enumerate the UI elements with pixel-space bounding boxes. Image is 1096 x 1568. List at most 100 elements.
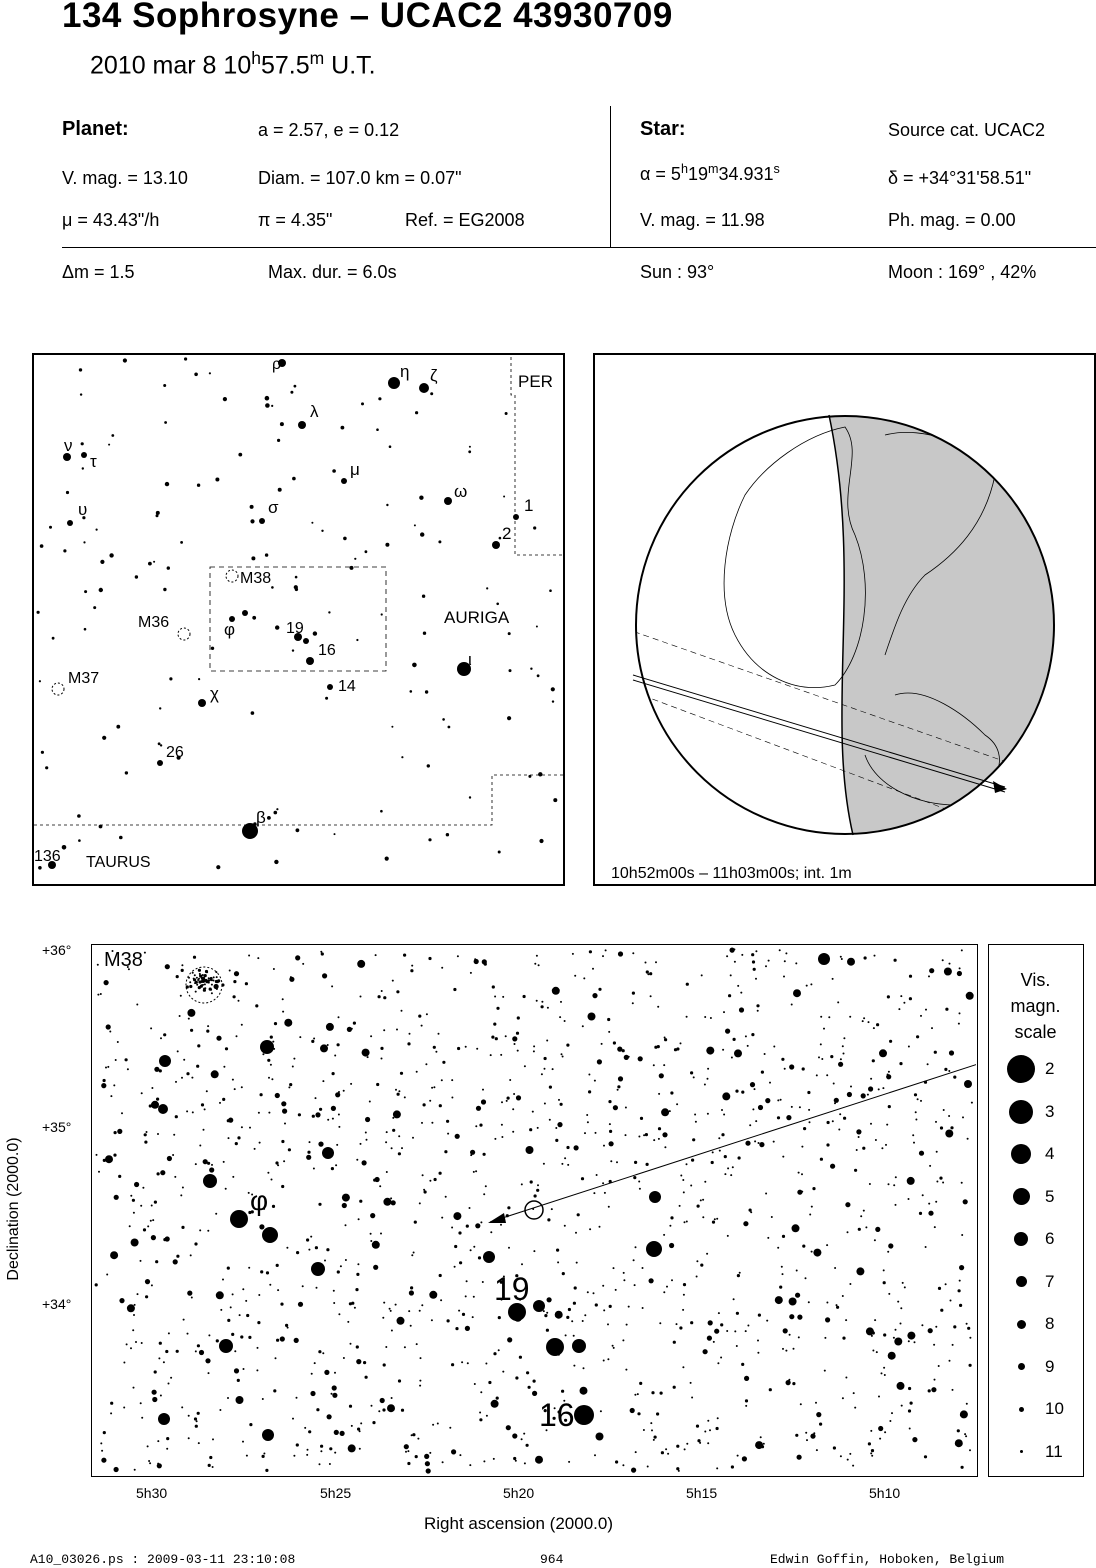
field-star [586, 1114, 589, 1116]
field-star [953, 1325, 957, 1329]
field-star [695, 1275, 698, 1278]
field-star [545, 1328, 549, 1332]
field-star [385, 1346, 388, 1348]
field-star [269, 1063, 272, 1066]
field-star [706, 1077, 709, 1080]
field-star [293, 1337, 299, 1343]
finder-star-7 [341, 478, 347, 484]
field-star [265, 1271, 270, 1275]
field-star [933, 1226, 936, 1229]
field-star [308, 1248, 311, 1251]
field-star [464, 1325, 470, 1331]
field-star [410, 1286, 414, 1290]
field-star [373, 1178, 377, 1182]
footer-author: Edwin Goffin, Hoboken, Belgium [770, 1552, 1005, 1567]
field-star [119, 1298, 125, 1304]
field-star [212, 1438, 214, 1441]
field-star [475, 1125, 478, 1128]
finder-field-star [312, 631, 318, 636]
field-star [760, 1070, 765, 1074]
field-star [238, 1314, 241, 1317]
field-star [257, 1111, 260, 1114]
m38-cluster-star [208, 979, 211, 982]
field-star [286, 1246, 289, 1249]
field-star [181, 1076, 183, 1079]
field-star [421, 1304, 424, 1307]
field-star [475, 1170, 478, 1173]
legend-label: 7 [1045, 1271, 1055, 1291]
field-star [370, 1213, 376, 1219]
field-star [180, 968, 184, 972]
field-star [927, 1328, 933, 1334]
field-star [358, 1447, 361, 1450]
field-star [543, 1409, 547, 1413]
field-star [641, 1307, 644, 1309]
field-star [318, 1463, 321, 1466]
finder-field-star [63, 549, 67, 553]
field-star [548, 1118, 551, 1121]
field-star [95, 1153, 98, 1156]
field-star [726, 1092, 729, 1095]
field-star [101, 1449, 104, 1452]
field-star [638, 1135, 641, 1138]
field-star [96, 963, 99, 966]
field-star [200, 1103, 205, 1107]
field-star [526, 1371, 530, 1375]
field-star [878, 1425, 884, 1432]
event-moon: Moon : 169° , 42% [888, 262, 1037, 282]
finder-field-star [294, 575, 298, 579]
field-star [525, 1443, 529, 1447]
field-star [584, 1132, 586, 1135]
field-star [604, 949, 607, 952]
field-star [699, 1199, 702, 1202]
field-star [350, 1082, 353, 1085]
field-star [187, 1437, 190, 1440]
field-star [346, 1026, 352, 1032]
field-star [948, 1115, 951, 1117]
finder-field-star [194, 372, 198, 377]
field-star [740, 991, 743, 994]
field-star [842, 1336, 846, 1340]
field-star [909, 1401, 913, 1405]
field-star [710, 1160, 714, 1165]
field-star [559, 1102, 563, 1106]
field-star [798, 1106, 801, 1109]
finder-field-star [38, 680, 41, 683]
event-dm: Δm = 1.5 [62, 262, 135, 282]
field-star [365, 1138, 368, 1141]
field-star [634, 1451, 637, 1454]
field-star [514, 1459, 517, 1462]
finder-field-star [83, 541, 86, 544]
bright-star-7 [262, 1227, 278, 1243]
field-star [180, 1194, 183, 1197]
field-star [837, 1001, 840, 1004]
field-star [718, 1137, 721, 1140]
field-star [957, 1289, 961, 1293]
field-star [471, 1316, 474, 1319]
legend-dot [1016, 1319, 1026, 1329]
field-star [366, 1056, 369, 1059]
field-star [158, 1341, 162, 1345]
alpha-m: m [707, 162, 719, 176]
field-star [432, 1423, 435, 1426]
field-star [852, 1464, 855, 1467]
field-star [935, 1200, 938, 1203]
legend-dot [1017, 1363, 1025, 1370]
field-star [815, 1401, 817, 1404]
field-star [167, 1332, 170, 1335]
bright-star-13 [533, 1300, 545, 1312]
field-star [172, 1259, 178, 1265]
field-star [608, 1100, 612, 1104]
date-h: h [251, 48, 261, 68]
dec-tick-35: +35° [42, 1119, 72, 1135]
field-star [195, 1420, 198, 1423]
m38-cluster-star [199, 974, 202, 977]
field-star [542, 1310, 545, 1313]
field-star [181, 1406, 184, 1409]
finder-label-24: β [256, 808, 266, 827]
field-star [757, 1339, 759, 1342]
field-star [280, 1302, 284, 1306]
field-star [736, 1454, 739, 1457]
field-star [251, 1193, 254, 1196]
finder-star-8 [259, 518, 265, 524]
